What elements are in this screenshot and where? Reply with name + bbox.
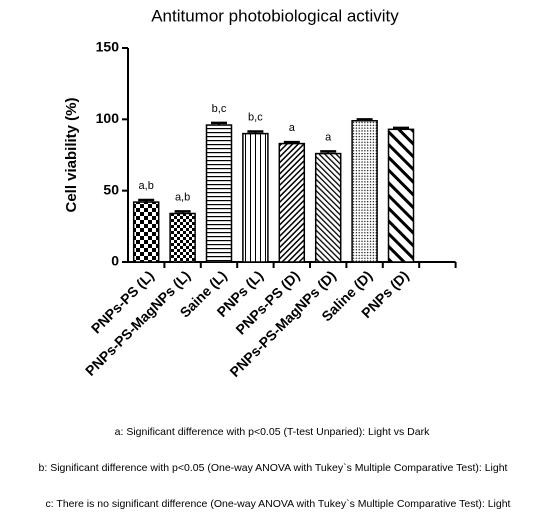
bar [351, 120, 378, 263]
annotation: a,b [139, 180, 154, 192]
y-tick-label: 50 [103, 181, 119, 197]
bar [278, 142, 306, 263]
annotation: b,c [212, 103, 227, 115]
annotation: a [289, 122, 296, 134]
y-tick-label: 150 [96, 39, 120, 55]
y-axis-label: Cell viability (%) [63, 97, 80, 212]
bar [314, 152, 342, 263]
footnote: a: Significant difference with p<0.05 (T… [115, 426, 430, 438]
footnote: c: There is no significant difference (O… [46, 498, 511, 510]
bar [387, 128, 415, 263]
bar [205, 124, 233, 263]
footnote: b: Significant difference with p<0.05 (O… [39, 462, 508, 474]
bar [242, 132, 269, 263]
annotation: b,c [248, 111, 263, 123]
bar [169, 212, 196, 263]
y-tick-label: 0 [111, 253, 119, 269]
bar [132, 201, 160, 263]
annotation: a,b [175, 191, 190, 203]
y-tick-label: 100 [96, 110, 120, 126]
chart-title: Antitumor photobiological activity [151, 6, 399, 25]
annotation: a [325, 131, 332, 143]
